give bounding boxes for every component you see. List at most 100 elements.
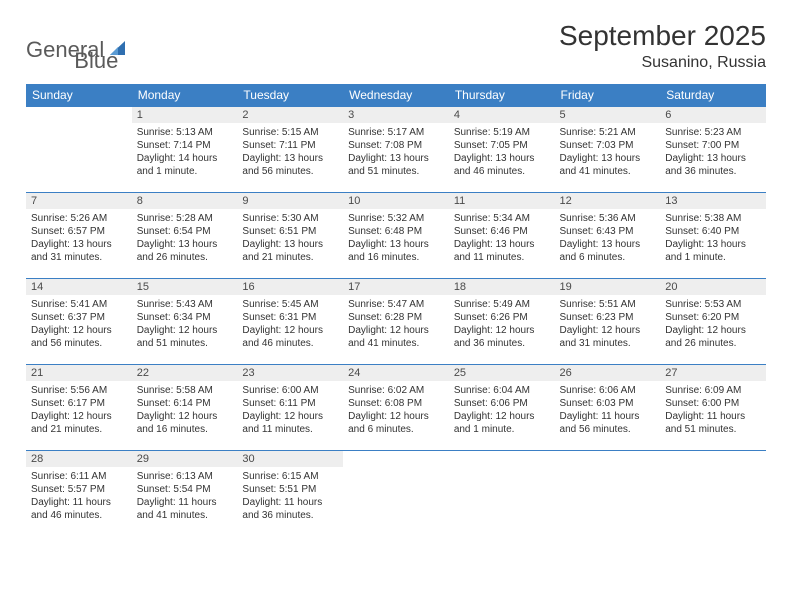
day-line: Sunset: 5:51 PM bbox=[242, 483, 338, 496]
calendar-day-cell: 9Sunrise: 5:30 AMSunset: 6:51 PMDaylight… bbox=[237, 193, 343, 279]
day-line: Sunrise: 5:34 AM bbox=[454, 212, 550, 225]
day-line: and 1 minute. bbox=[137, 165, 233, 178]
day-line: and 1 minute. bbox=[665, 251, 761, 264]
calendar-day-cell: 4Sunrise: 5:19 AMSunset: 7:05 PMDaylight… bbox=[449, 107, 555, 193]
calendar-day-cell: 19Sunrise: 5:51 AMSunset: 6:23 PMDayligh… bbox=[555, 279, 661, 365]
day-line: and 56 minutes. bbox=[242, 165, 338, 178]
day-body: Sunrise: 5:30 AMSunset: 6:51 PMDaylight:… bbox=[237, 209, 343, 268]
day-line: Sunrise: 5:41 AM bbox=[31, 298, 127, 311]
day-body: Sunrise: 5:13 AMSunset: 7:14 PMDaylight:… bbox=[132, 123, 238, 182]
day-number: 23 bbox=[237, 365, 343, 381]
day-line: and 31 minutes. bbox=[560, 337, 656, 350]
day-line: Daylight: 12 hours bbox=[454, 324, 550, 337]
day-body: Sunrise: 5:41 AMSunset: 6:37 PMDaylight:… bbox=[26, 295, 132, 354]
day-line: Sunset: 7:14 PM bbox=[137, 139, 233, 152]
day-number: 22 bbox=[132, 365, 238, 381]
day-body: Sunrise: 5:23 AMSunset: 7:00 PMDaylight:… bbox=[660, 123, 766, 182]
calendar-day-cell: 17Sunrise: 5:47 AMSunset: 6:28 PMDayligh… bbox=[343, 279, 449, 365]
day-line: Sunrise: 5:47 AM bbox=[348, 298, 444, 311]
day-line: Sunset: 6:40 PM bbox=[665, 225, 761, 238]
day-body: Sunrise: 5:49 AMSunset: 6:26 PMDaylight:… bbox=[449, 295, 555, 354]
day-line: Daylight: 13 hours bbox=[454, 238, 550, 251]
day-line: Daylight: 13 hours bbox=[242, 238, 338, 251]
calendar-day-cell: 5Sunrise: 5:21 AMSunset: 7:03 PMDaylight… bbox=[555, 107, 661, 193]
day-line: Sunset: 6:57 PM bbox=[31, 225, 127, 238]
calendar-week-row: 1Sunrise: 5:13 AMSunset: 7:14 PMDaylight… bbox=[26, 107, 766, 193]
day-line: Sunrise: 6:02 AM bbox=[348, 384, 444, 397]
day-line: and 16 minutes. bbox=[137, 423, 233, 436]
day-line: Sunrise: 5:32 AM bbox=[348, 212, 444, 225]
day-body: Sunrise: 5:28 AMSunset: 6:54 PMDaylight:… bbox=[132, 209, 238, 268]
day-number: 7 bbox=[26, 193, 132, 209]
calendar-day-cell: 16Sunrise: 5:45 AMSunset: 6:31 PMDayligh… bbox=[237, 279, 343, 365]
day-body: Sunrise: 5:15 AMSunset: 7:11 PMDaylight:… bbox=[237, 123, 343, 182]
day-line: and 46 minutes. bbox=[31, 509, 127, 522]
day-body: Sunrise: 6:02 AMSunset: 6:08 PMDaylight:… bbox=[343, 381, 449, 440]
day-line: Sunset: 6:14 PM bbox=[137, 397, 233, 410]
day-body: Sunrise: 6:09 AMSunset: 6:00 PMDaylight:… bbox=[660, 381, 766, 440]
day-line: Daylight: 12 hours bbox=[454, 410, 550, 423]
day-line: Daylight: 12 hours bbox=[137, 410, 233, 423]
day-line: Sunrise: 5:26 AM bbox=[31, 212, 127, 225]
day-line: Daylight: 12 hours bbox=[348, 324, 444, 337]
day-line: Sunrise: 5:23 AM bbox=[665, 126, 761, 139]
calendar-day-cell: 30Sunrise: 6:15 AMSunset: 5:51 PMDayligh… bbox=[237, 451, 343, 537]
day-line: Sunrise: 6:13 AM bbox=[137, 470, 233, 483]
day-line: Sunset: 6:08 PM bbox=[348, 397, 444, 410]
day-line: and 56 minutes. bbox=[560, 423, 656, 436]
day-number: 3 bbox=[343, 107, 449, 123]
day-number: 4 bbox=[449, 107, 555, 123]
day-body: Sunrise: 6:00 AMSunset: 6:11 PMDaylight:… bbox=[237, 381, 343, 440]
weekday-header: Tuesday bbox=[237, 84, 343, 107]
day-body: Sunrise: 5:45 AMSunset: 6:31 PMDaylight:… bbox=[237, 295, 343, 354]
calendar-day-cell: 7Sunrise: 5:26 AMSunset: 6:57 PMDaylight… bbox=[26, 193, 132, 279]
page: General Blue September 2025 Susanino, Ru… bbox=[0, 0, 792, 557]
day-line: Daylight: 11 hours bbox=[31, 496, 127, 509]
day-body: Sunrise: 5:58 AMSunset: 6:14 PMDaylight:… bbox=[132, 381, 238, 440]
weekday-header: Sunday bbox=[26, 84, 132, 107]
day-body: Sunrise: 5:53 AMSunset: 6:20 PMDaylight:… bbox=[660, 295, 766, 354]
day-body: Sunrise: 5:19 AMSunset: 7:05 PMDaylight:… bbox=[449, 123, 555, 182]
day-line: Sunrise: 5:53 AM bbox=[665, 298, 761, 311]
day-number: 16 bbox=[237, 279, 343, 295]
day-number: 12 bbox=[555, 193, 661, 209]
day-body: Sunrise: 5:43 AMSunset: 6:34 PMDaylight:… bbox=[132, 295, 238, 354]
day-line: Daylight: 12 hours bbox=[31, 324, 127, 337]
day-line: Sunrise: 5:45 AM bbox=[242, 298, 338, 311]
day-line: Sunrise: 5:19 AM bbox=[454, 126, 550, 139]
day-line: Sunset: 6:06 PM bbox=[454, 397, 550, 410]
day-line: Sunrise: 5:56 AM bbox=[31, 384, 127, 397]
day-line: Daylight: 13 hours bbox=[348, 238, 444, 251]
day-line: and 16 minutes. bbox=[348, 251, 444, 264]
weekday-header-row: SundayMondayTuesdayWednesdayThursdayFrid… bbox=[26, 84, 766, 107]
weekday-header: Wednesday bbox=[343, 84, 449, 107]
day-number: 24 bbox=[343, 365, 449, 381]
day-line: and 51 minutes. bbox=[348, 165, 444, 178]
calendar-day-cell: 2Sunrise: 5:15 AMSunset: 7:11 PMDaylight… bbox=[237, 107, 343, 193]
header: General Blue September 2025 Susanino, Ru… bbox=[26, 20, 766, 74]
day-number: 28 bbox=[26, 451, 132, 467]
calendar-day-cell: 15Sunrise: 5:43 AMSunset: 6:34 PMDayligh… bbox=[132, 279, 238, 365]
calendar-day-cell bbox=[449, 451, 555, 537]
calendar-day-cell bbox=[26, 107, 132, 193]
day-line: and 11 minutes. bbox=[242, 423, 338, 436]
day-line: and 41 minutes. bbox=[137, 509, 233, 522]
calendar-day-cell: 29Sunrise: 6:13 AMSunset: 5:54 PMDayligh… bbox=[132, 451, 238, 537]
calendar-day-cell: 1Sunrise: 5:13 AMSunset: 7:14 PMDaylight… bbox=[132, 107, 238, 193]
day-number: 19 bbox=[555, 279, 661, 295]
day-line: and 36 minutes. bbox=[242, 509, 338, 522]
day-line: Daylight: 11 hours bbox=[137, 496, 233, 509]
calendar-table: SundayMondayTuesdayWednesdayThursdayFrid… bbox=[26, 84, 766, 537]
calendar-day-cell: 26Sunrise: 6:06 AMSunset: 6:03 PMDayligh… bbox=[555, 365, 661, 451]
weekday-header: Saturday bbox=[660, 84, 766, 107]
day-body: Sunrise: 6:13 AMSunset: 5:54 PMDaylight:… bbox=[132, 467, 238, 526]
page-title: September 2025 bbox=[559, 20, 766, 52]
day-body: Sunrise: 5:47 AMSunset: 6:28 PMDaylight:… bbox=[343, 295, 449, 354]
logo-word2: Blue bbox=[74, 48, 118, 74]
day-line: and 36 minutes. bbox=[454, 337, 550, 350]
day-number: 21 bbox=[26, 365, 132, 381]
day-line: Sunset: 6:46 PM bbox=[454, 225, 550, 238]
day-body: Sunrise: 5:34 AMSunset: 6:46 PMDaylight:… bbox=[449, 209, 555, 268]
day-line: and 26 minutes. bbox=[665, 337, 761, 350]
calendar-day-cell: 27Sunrise: 6:09 AMSunset: 6:00 PMDayligh… bbox=[660, 365, 766, 451]
